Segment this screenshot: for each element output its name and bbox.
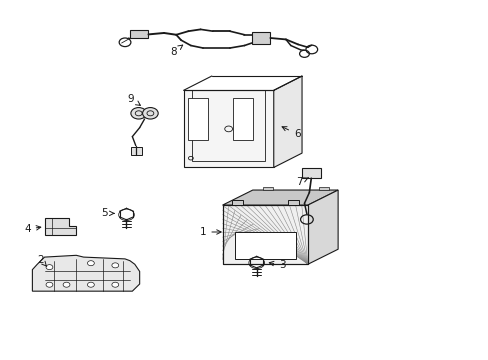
Text: 6: 6 [282, 127, 300, 139]
Polygon shape [273, 76, 302, 167]
Bar [302, 168, 320, 178]
Text: 7: 7 [296, 177, 307, 187]
Bar [262, 187, 273, 190]
Text: 2: 2 [37, 255, 47, 266]
Circle shape [46, 282, 53, 287]
Bar [251, 32, 270, 44]
Bar [131, 147, 142, 154]
Text: 1: 1 [199, 227, 221, 237]
Circle shape [142, 108, 158, 119]
Bar [233, 98, 252, 140]
Circle shape [46, 265, 53, 270]
Text: 9: 9 [127, 94, 140, 105]
Polygon shape [222, 190, 337, 205]
Bar [232, 200, 243, 205]
Bar [222, 205, 307, 264]
Bar [288, 200, 299, 205]
Polygon shape [307, 190, 337, 264]
Text: 3: 3 [269, 260, 285, 270]
Polygon shape [183, 90, 273, 167]
Bar [318, 187, 329, 190]
Bar [130, 31, 148, 39]
Text: 5: 5 [101, 208, 114, 219]
Bar [234, 232, 295, 259]
Bar [222, 205, 307, 264]
Bar [192, 90, 264, 161]
Bar [188, 98, 208, 140]
Circle shape [112, 263, 119, 268]
Circle shape [87, 261, 94, 266]
Circle shape [112, 282, 119, 287]
Circle shape [63, 282, 70, 287]
Circle shape [87, 282, 94, 287]
Polygon shape [44, 218, 76, 234]
Text: 4: 4 [24, 224, 41, 234]
Circle shape [131, 108, 146, 119]
Polygon shape [32, 255, 140, 291]
Text: 8: 8 [170, 45, 183, 57]
